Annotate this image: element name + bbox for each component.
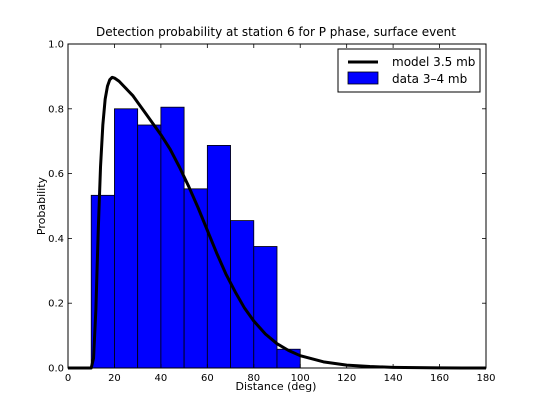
y-tick-label: 0.0: [48, 364, 64, 375]
x-axis-label: Distance (deg): [236, 380, 317, 393]
plot-area: 0 20 40 60 80 100 120 140 160 180 0.0 0.2 0.4 0.6 0.8 1…: [48, 40, 495, 385]
y-tick-label: 1.0: [48, 40, 64, 51]
legend-frame: [337, 48, 481, 93]
x-tick-label: 60: [201, 373, 214, 384]
chart-title: Detection probability at station 6 for P…: [96, 25, 456, 39]
legend: model 3.5 mb data 3–4 mb: [337, 48, 481, 93]
histogram-bar: [230, 220, 255, 369]
y-tick-label: 0.6: [48, 169, 64, 180]
x-tick-label: 180: [476, 373, 495, 384]
histogram-bar: [183, 188, 208, 369]
y-tick-label: 0.4: [48, 234, 64, 245]
x-tick-label: 160: [430, 373, 449, 384]
x-tick-label: 80: [247, 373, 260, 384]
x-tick-label: 0: [65, 373, 71, 384]
x-tick-label: 40: [155, 373, 168, 384]
y-tick-label: 0.2: [48, 299, 64, 310]
histogram-bar: [253, 246, 278, 369]
x-tick-label: 100: [291, 373, 310, 384]
model-curve: [68, 75, 487, 370]
x-tick-label: 120: [337, 373, 356, 384]
y-tick-label: 0.8: [48, 104, 64, 115]
histogram-bar: [114, 108, 139, 369]
legend-swatch-data: [347, 71, 379, 85]
histogram-bar: [160, 106, 185, 369]
legend-label-data: data 3–4 mb: [392, 72, 467, 86]
histogram-bar: [137, 124, 162, 369]
axes-frame: [67, 43, 487, 369]
y-axis-label: Probability: [35, 176, 48, 235]
x-tick-label: 140: [384, 373, 403, 384]
x-tick-label: 20: [108, 373, 121, 384]
legend-label-model: model 3.5 mb: [392, 55, 475, 69]
